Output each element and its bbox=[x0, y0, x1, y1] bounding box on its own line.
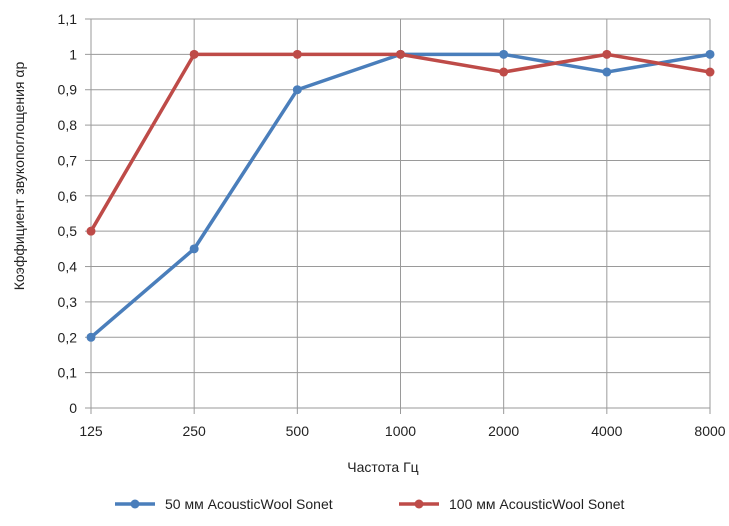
data-point bbox=[602, 67, 612, 77]
y-tick-label: 0,8 bbox=[58, 117, 78, 133]
y-tick-label: 1,1 bbox=[58, 11, 78, 27]
y-tick-labels: 0 0,1 0,2 0,3 0,4 0,5 0,6 0,7 0,8 0,9 1 1,1 bbox=[58, 11, 78, 416]
y-tick-label: 0,4 bbox=[58, 259, 78, 275]
y-tick-label: 0,7 bbox=[58, 152, 78, 168]
legend-label: 50 мм AcousticWool Sonet bbox=[165, 496, 333, 512]
y-tick-label: 0,3 bbox=[58, 294, 78, 310]
y-tick-label: 0 bbox=[69, 400, 77, 416]
data-point bbox=[292, 49, 302, 59]
x-tick-label: 4000 bbox=[591, 423, 622, 439]
data-point bbox=[86, 332, 96, 342]
y-axis-title: Коэффициент звукопоглощения αp bbox=[11, 62, 27, 291]
data-point bbox=[602, 49, 612, 59]
data-point bbox=[499, 49, 509, 59]
y-tick-label: 0,2 bbox=[58, 329, 78, 345]
data-point bbox=[189, 244, 199, 254]
data-point bbox=[499, 67, 509, 77]
legend-label: 100 мм AcousticWool Sonet bbox=[449, 496, 625, 512]
data-point bbox=[705, 49, 715, 59]
series-layer bbox=[86, 49, 715, 342]
x-tick-label: 1000 bbox=[385, 423, 416, 439]
x-tick-label: 250 bbox=[182, 423, 206, 439]
legend-marker bbox=[414, 499, 424, 509]
legend-item: 50 мм AcousticWool Sonet bbox=[115, 496, 333, 512]
x-tick-label: 500 bbox=[286, 423, 310, 439]
x-axis-title: Частота Гц bbox=[347, 459, 418, 475]
data-point bbox=[396, 49, 405, 59]
y-tick-label: 0,9 bbox=[58, 82, 78, 98]
data-point bbox=[292, 85, 302, 95]
data-point bbox=[189, 49, 199, 59]
legend-item: 100 мм AcousticWool Sonet bbox=[399, 496, 625, 512]
y-tick-label: 0,1 bbox=[58, 365, 78, 381]
x-tick-label: 8000 bbox=[694, 423, 725, 439]
y-tick-label: 1 bbox=[69, 46, 77, 62]
x-tick-labels: 125 250 500 1000 2000 4000 8000 bbox=[79, 423, 725, 439]
data-point bbox=[705, 67, 715, 77]
legend: 50 мм AcousticWool Sonet 100 мм AcousticW… bbox=[115, 496, 625, 512]
y-tick-label: 0,6 bbox=[58, 188, 78, 204]
series-2 bbox=[86, 49, 715, 236]
data-point bbox=[86, 226, 96, 236]
x-tick-label: 125 bbox=[79, 423, 103, 439]
legend-marker bbox=[130, 499, 140, 509]
x-tick-label: 2000 bbox=[488, 423, 519, 439]
y-tick-label: 0,5 bbox=[58, 223, 78, 239]
